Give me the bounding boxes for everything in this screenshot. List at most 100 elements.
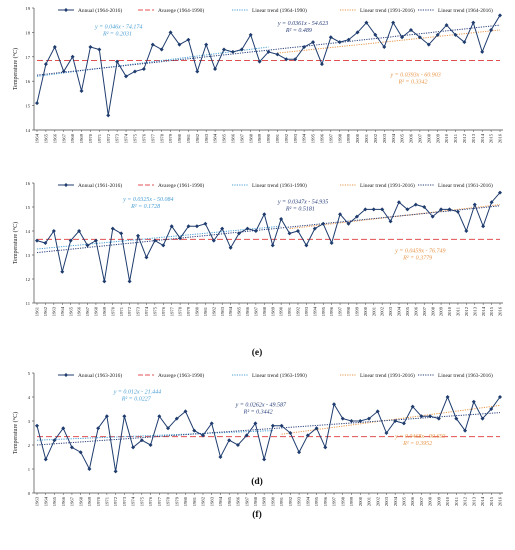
data-point [43,241,48,245]
data-point [375,409,380,414]
x-tick-label: 1964 [43,496,48,506]
x-tick-label: 1989 [257,133,262,143]
x-tick-label: 2005 [405,306,410,316]
data-point [312,226,317,231]
data-point [364,20,369,25]
x-tick-label: 1967 [61,133,66,143]
x-tick-label: 1982 [211,306,216,316]
y-tick-label: 11 [26,301,31,306]
data-point [380,207,385,212]
data-point [235,443,240,447]
data-point [253,229,258,233]
data-point [244,433,249,438]
x-tick-label: 2010 [444,133,449,143]
data-point [136,233,141,238]
data-point [400,35,405,40]
x-tick-label: 2008 [430,306,435,316]
x-tick-label: 1991 [279,496,284,506]
x-tick-label: 2011 [454,496,459,506]
x-tick-label: 1976 [161,306,166,316]
data-point [115,59,120,64]
regression-r2: R² = 0.0227 [121,396,152,402]
data-point [489,27,494,32]
data-point [93,238,98,243]
data-point [332,402,337,407]
x-tick-label: 1978 [159,133,164,143]
x-tick-label: 2009 [439,306,444,316]
data-point [498,190,502,195]
x-tick-label: 2002 [373,133,378,143]
y-tick-label: 16 [25,181,30,186]
x-tick-label: 1974 [124,133,129,143]
x-tick-label: 1995 [321,306,326,316]
data-point [87,467,92,471]
data-point [68,238,73,243]
data-point [35,101,39,106]
data-point [275,52,280,57]
x-tick-label: 2002 [375,496,380,506]
data-point [314,426,319,431]
x-tick-label: 1967 [85,306,90,316]
data-point [211,238,216,243]
data-point [471,20,476,25]
y-tick-label: 14 [25,229,30,234]
data-point [52,438,57,443]
x-tick-label: 2007 [422,306,427,316]
data-point [384,431,389,435]
x-tick-label: 1978 [178,306,183,316]
legend-label: Annual (1961-2016) [78,182,122,189]
x-tick-label: 1961 [35,306,40,316]
data-point [186,37,191,42]
x-tick-label: 1972 [106,133,111,143]
data-point [410,404,415,409]
data-point [489,407,494,411]
x-tick-label: 1992 [296,306,301,316]
data-point [195,69,200,74]
x-tick-label: 2016 [498,496,503,506]
chart-panel-2: 11 12 13 14 15 16 Temperature (°C) 1961 1962 1963… [12,181,503,358]
data-point [77,229,82,233]
x-tick-label: 1966 [52,133,57,143]
x-tick-label: 1970 [110,306,115,316]
x-tick-label: 2014 [480,133,485,143]
x-tick-label: 1971 [104,496,109,506]
y-tick-label: 0 [28,491,31,496]
x-tick-label: 1983 [209,496,214,506]
x-tick-label: 1965 [68,306,73,316]
data-point [439,207,444,212]
data-point [337,40,342,45]
x-tick-label: 1966 [77,306,82,316]
trend-line-early [36,430,273,441]
panel-label: (f) [252,509,262,520]
data-point [321,221,326,226]
data-point [262,457,267,462]
x-tick-label: 2012 [464,306,469,316]
x-tick-label: 2006 [409,133,414,143]
x-tick-label: 1990 [270,496,275,506]
data-point [124,74,129,79]
x-tick-label: 1974 [131,496,136,506]
y-axis-title: Temperature (°C) [12,412,19,454]
x-tick-label: 1974 [144,306,149,316]
x-tick-label: 2014 [480,496,485,506]
data-point [338,212,343,217]
x-tick-label: 1992 [288,496,293,506]
y-tick-label: 19 [25,6,30,11]
x-tick-label: 1965 [52,496,57,506]
data-point [455,209,460,214]
data-point [396,200,401,205]
data-point [354,214,359,219]
data-point [363,207,368,212]
regression-equation: y = 0.0459x - 76.749 [394,248,445,255]
x-tick-label: 1991 [287,306,292,316]
x-tick-label: 1999 [349,496,354,506]
x-tick-label: 1990 [266,133,271,143]
legend-label: Linear trend (1991-2016) [360,7,415,14]
regression-r2: R² = 0.3342 [397,78,427,85]
x-tick-label: 1977 [169,306,174,316]
data-point [96,426,101,431]
legend-label: Linear trend (1961-2016) [438,182,493,189]
data-point [323,445,328,450]
x-tick-label: 2004 [393,496,398,506]
x-tick-label: 1975 [152,306,157,316]
